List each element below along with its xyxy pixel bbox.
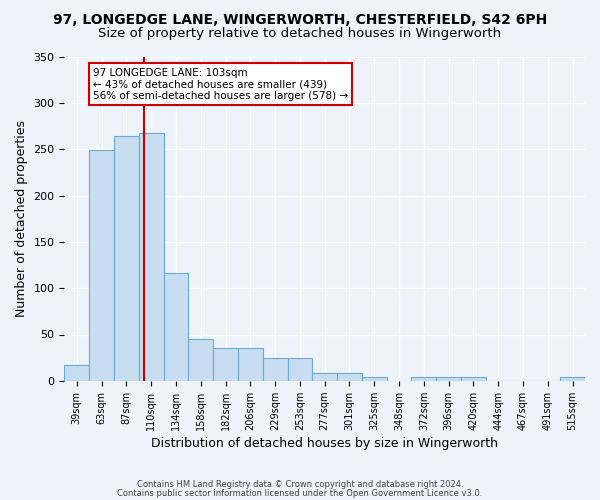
- Bar: [238, 348, 263, 381]
- Text: 97 LONGEDGE LANE: 103sqm
← 43% of detached houses are smaller (439)
56% of semi-: 97 LONGEDGE LANE: 103sqm ← 43% of detach…: [93, 68, 348, 101]
- Bar: [560, 377, 585, 381]
- X-axis label: Distribution of detached houses by size in Wingerworth: Distribution of detached houses by size …: [151, 437, 498, 450]
- Bar: [436, 377, 461, 381]
- Text: 97, LONGEDGE LANE, WINGERWORTH, CHESTERFIELD, S42 6PH: 97, LONGEDGE LANE, WINGERWORTH, CHESTERF…: [53, 12, 547, 26]
- Y-axis label: Number of detached properties: Number of detached properties: [15, 120, 28, 317]
- Bar: [412, 377, 436, 381]
- Bar: [213, 348, 238, 381]
- Bar: [64, 365, 89, 381]
- Bar: [139, 134, 164, 381]
- Bar: [263, 358, 287, 381]
- Bar: [114, 136, 139, 381]
- Text: Contains public sector information licensed under the Open Government Licence v3: Contains public sector information licen…: [118, 488, 482, 498]
- Bar: [313, 374, 337, 381]
- Bar: [337, 374, 362, 381]
- Bar: [461, 377, 486, 381]
- Bar: [287, 358, 313, 381]
- Bar: [362, 377, 386, 381]
- Text: Size of property relative to detached houses in Wingerworth: Size of property relative to detached ho…: [98, 28, 502, 40]
- Bar: [188, 339, 213, 381]
- Bar: [89, 150, 114, 381]
- Bar: [164, 274, 188, 381]
- Text: Contains HM Land Registry data © Crown copyright and database right 2024.: Contains HM Land Registry data © Crown c…: [137, 480, 463, 489]
